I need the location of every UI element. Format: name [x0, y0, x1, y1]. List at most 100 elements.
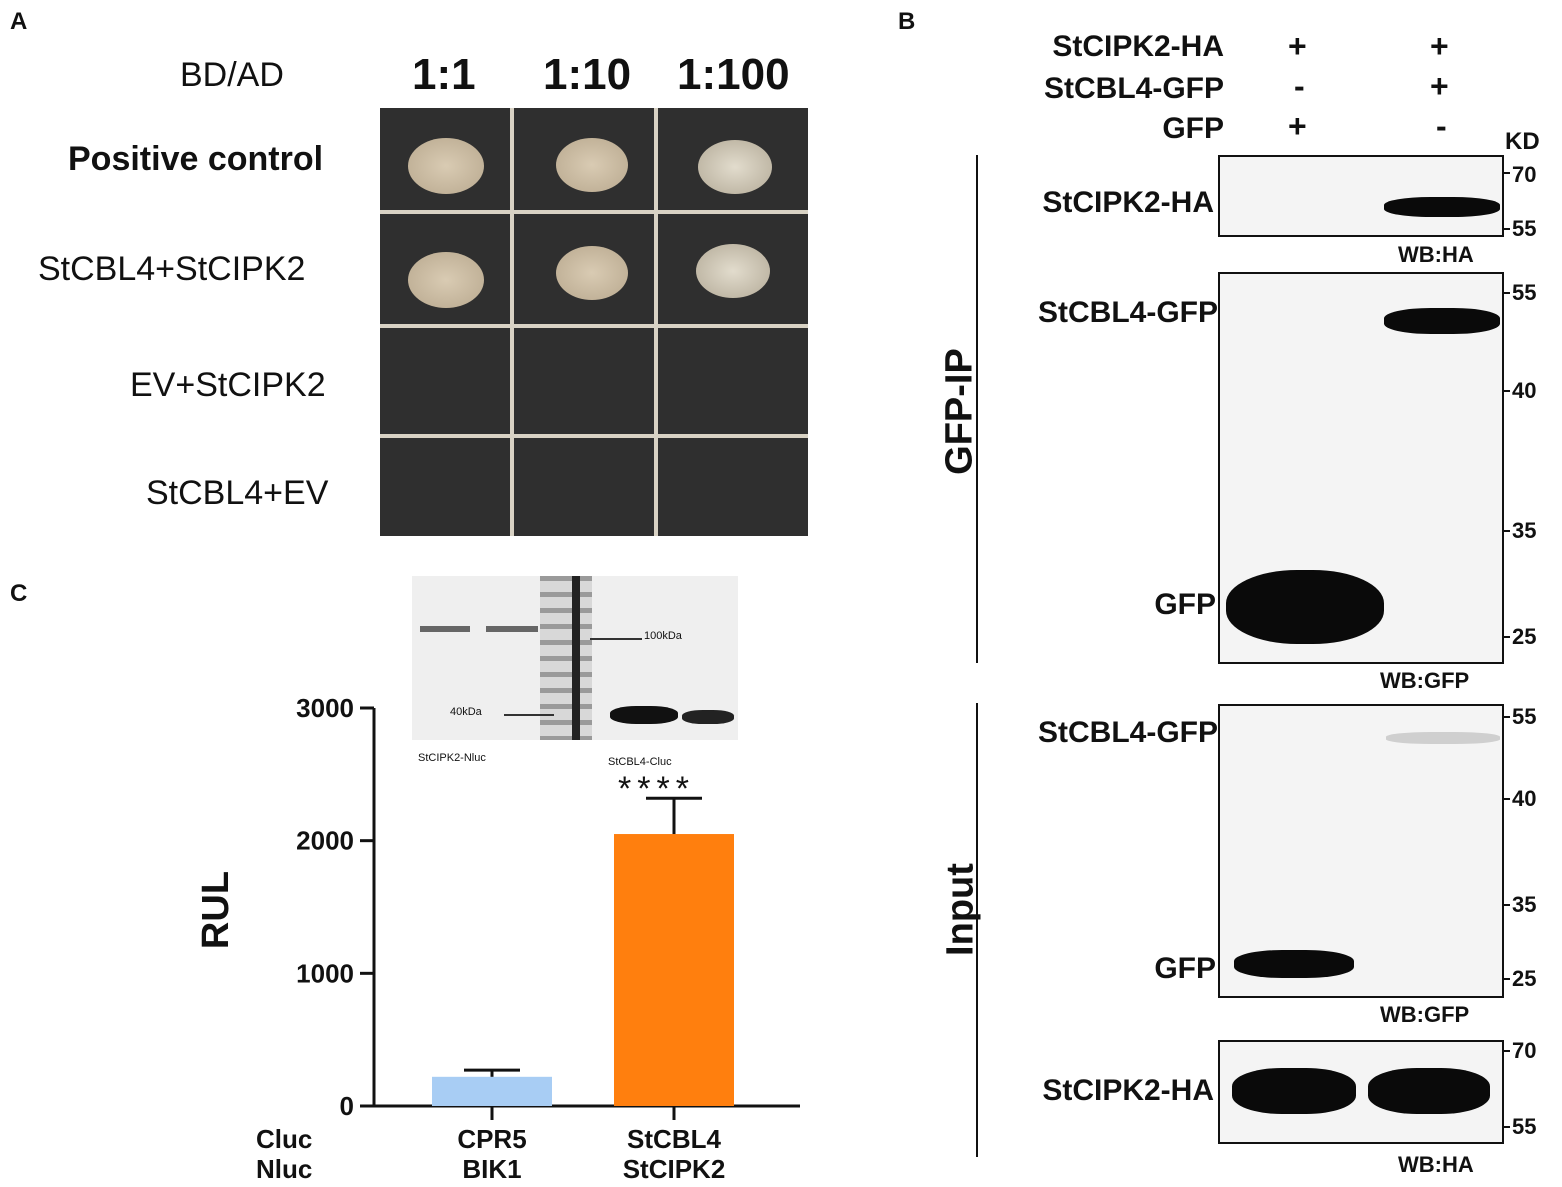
- x-tick-label: StCBL4: [627, 1124, 721, 1154]
- kd-marker: 35: [1512, 518, 1537, 543]
- lane2-sign: +: [1430, 68, 1449, 104]
- row-label-cbl4-ev: StCBL4+EV: [146, 474, 329, 512]
- kd-tick: [1502, 390, 1510, 392]
- bar: [614, 834, 734, 1106]
- colony: [698, 140, 772, 194]
- significance-stars: ****: [618, 770, 695, 808]
- gel-label-left: StCIPK2-Nluc: [418, 752, 486, 764]
- gel-ladder: [540, 576, 592, 740]
- gel-lane-divider: [572, 576, 580, 740]
- cond-label-gfp: GFP: [1162, 112, 1224, 145]
- wb-label: WB:HA: [1398, 1152, 1474, 1177]
- row-label-cluc: Cluc: [256, 1124, 313, 1154]
- x-tick-label: CPR5: [457, 1124, 526, 1154]
- kd-tick: [1502, 904, 1510, 906]
- kd-marker: 55: [1512, 704, 1537, 729]
- kd-tick: [1502, 228, 1510, 230]
- lane1-sign: +: [1288, 108, 1307, 144]
- kd-tick: [1502, 172, 1510, 174]
- marker-40kda: 40kDa: [450, 706, 482, 718]
- colony: [408, 138, 484, 194]
- gel-band: [610, 706, 678, 724]
- plate-grid-line: [380, 210, 808, 214]
- band: [1386, 732, 1500, 744]
- band: [1232, 1068, 1356, 1114]
- row-label-ev-cipk2: EV+StCIPK2: [130, 366, 326, 404]
- dilution-1: 1:1: [412, 50, 476, 99]
- wb-label: WB:GFP: [1380, 668, 1470, 693]
- row-label-nluc: Nluc: [256, 1154, 313, 1184]
- y-tick-label: 2000: [296, 826, 354, 856]
- band: [1384, 308, 1500, 334]
- cond-label-cbl4-gfp: StCBL4-GFP: [1044, 72, 1224, 105]
- y-tick-label: 3000: [296, 693, 354, 723]
- blot-input-ha: [1218, 1040, 1504, 1144]
- row-label-cbl4-cipk2: StCBL4+StCIPK2: [38, 250, 306, 288]
- input-bracket: [976, 703, 978, 1157]
- band-label-cipk2-ha: StCIPK2-HA: [1042, 186, 1214, 219]
- kd-tick: [1502, 798, 1510, 800]
- colony: [556, 246, 628, 300]
- lane1-sign: +: [1288, 28, 1307, 64]
- bd-ad-label: BD/AD: [180, 56, 284, 94]
- kd-tick: [1502, 530, 1510, 532]
- kd-marker: 70: [1512, 162, 1537, 187]
- kd-marker: 55: [1512, 280, 1537, 305]
- kd-marker: 55: [1512, 216, 1537, 241]
- kd-unit-label: KD: [1505, 128, 1540, 155]
- dilution-3: 1:100: [677, 50, 790, 99]
- panel-b-letter: B: [898, 8, 916, 35]
- lane1-sign: -: [1294, 68, 1305, 104]
- kd-tick: [1502, 292, 1510, 294]
- band: [1234, 950, 1354, 978]
- gel-band: [420, 626, 470, 632]
- marker-line: [504, 714, 554, 716]
- marker-line: [590, 638, 642, 640]
- y-axis-label: RUL: [195, 871, 237, 949]
- band-label-cbl4-gfp: StCBL4-GFP: [1038, 716, 1218, 749]
- inset-gel: 100kDa 40kDa: [412, 576, 738, 740]
- yeast-plate: [380, 108, 808, 536]
- gel-band: [682, 710, 734, 724]
- blot-ip-ha: [1218, 155, 1504, 237]
- panel-c-letter: C: [10, 580, 28, 607]
- kd-marker: 35: [1512, 892, 1537, 917]
- colony: [696, 244, 770, 298]
- row-label-positive-control: Positive control: [68, 140, 324, 178]
- kd-tick: [1502, 716, 1510, 718]
- wb-label: WB:GFP: [1380, 1002, 1470, 1027]
- lane2-sign: -: [1436, 108, 1447, 144]
- panel-a-letter: A: [10, 8, 28, 35]
- blot-input-gfp: [1218, 704, 1504, 998]
- band-label-gfp: GFP: [1154, 952, 1216, 985]
- kd-tick: [1502, 1050, 1510, 1052]
- cond-label-cipk2-ha: StCIPK2-HA: [1052, 30, 1224, 63]
- wb-label: WB:HA: [1398, 242, 1474, 267]
- bar: [432, 1076, 552, 1106]
- kd-marker: 40: [1512, 786, 1537, 811]
- plate-grid-line: [380, 324, 808, 328]
- kd-marker: 40: [1512, 378, 1537, 403]
- kd-tick: [1502, 978, 1510, 980]
- plate-grid-line: [654, 108, 658, 536]
- kd-marker: 25: [1512, 624, 1537, 649]
- ip-bracket: [976, 155, 978, 663]
- plate-grid-line: [510, 108, 514, 536]
- band-label-cipk2-ha: StCIPK2-HA: [1042, 1074, 1214, 1107]
- gel-label-right: StCBL4-Cluc: [608, 756, 672, 768]
- band: [1384, 197, 1500, 217]
- kd-tick: [1502, 636, 1510, 638]
- band: [1226, 570, 1384, 644]
- x-tick-label: BIK1: [462, 1154, 521, 1184]
- x-tick-label: StCIPK2: [623, 1154, 726, 1184]
- blot-ip-gfp: [1218, 272, 1504, 664]
- lane2-sign: +: [1430, 28, 1449, 64]
- colony: [556, 138, 628, 192]
- plate-grid-line: [380, 434, 808, 438]
- y-tick-label: 1000: [296, 958, 354, 988]
- dilution-2: 1:10: [543, 50, 632, 99]
- kd-marker: 55: [1512, 1114, 1537, 1139]
- band-label-gfp: GFP: [1154, 588, 1216, 621]
- kd-marker: 25: [1512, 966, 1537, 991]
- marker-100kda: 100kDa: [644, 630, 682, 642]
